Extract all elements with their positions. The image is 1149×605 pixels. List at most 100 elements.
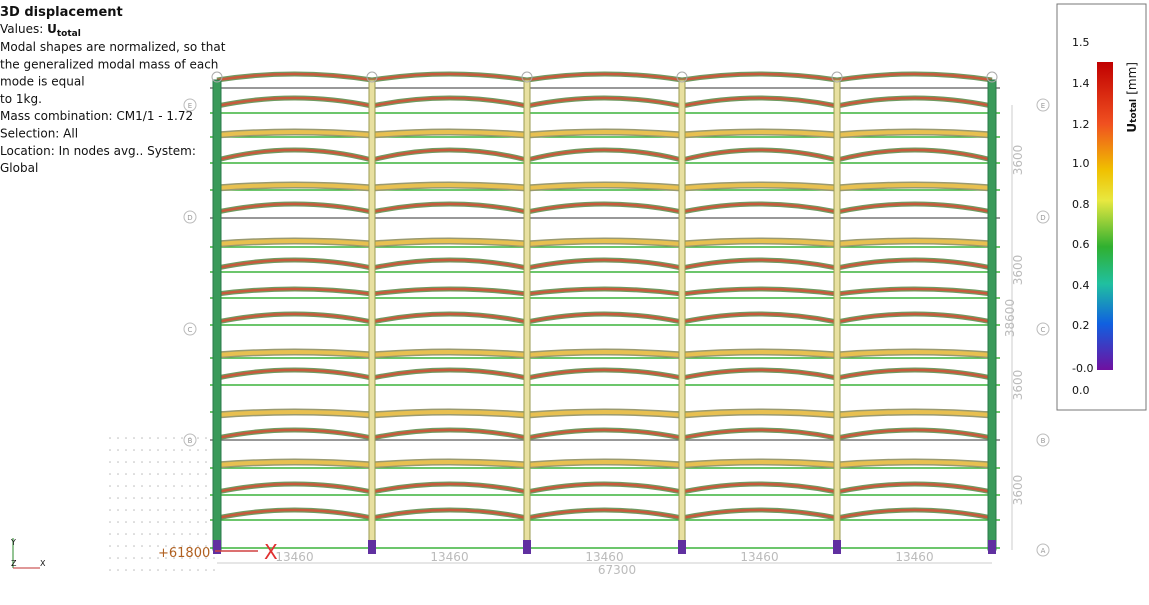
arch (371, 287, 528, 296)
grid-dot (149, 509, 151, 511)
grid-label: B (1041, 437, 1046, 445)
grid-dot (109, 569, 111, 571)
arch (681, 96, 838, 108)
arch (371, 428, 528, 440)
arch (526, 312, 683, 324)
grid-dot (109, 461, 111, 463)
grid-dot (157, 545, 159, 547)
dim-label: 13460 (275, 550, 313, 564)
grid-dot (165, 449, 167, 451)
dim-label: 67300 (598, 563, 636, 577)
grid-dot (205, 485, 207, 487)
legend-label: 0.6 (1072, 238, 1090, 251)
grid-bubble (211, 71, 223, 83)
grid-dot (133, 473, 135, 475)
grid-dot (181, 557, 183, 559)
column-base (523, 540, 531, 554)
grid-dot (173, 473, 175, 475)
column-base (678, 540, 686, 554)
arch (526, 482, 683, 494)
grid-dot (181, 533, 183, 535)
grid-dot (165, 569, 167, 571)
grid-dot (189, 485, 191, 487)
grid-dot (157, 473, 159, 475)
grid-dot (141, 437, 143, 439)
grid-dot (125, 509, 127, 511)
grid-dot (157, 509, 159, 511)
grid-dot (197, 449, 199, 451)
grid-bubble (521, 71, 533, 83)
axis-label: Y (10, 538, 16, 547)
axis-label: Z (11, 559, 17, 568)
grid-dot (157, 521, 159, 523)
arch (836, 368, 993, 380)
arch (681, 350, 838, 357)
grid-label: D (187, 214, 192, 222)
legend-label: 0.4 (1072, 279, 1090, 292)
arch (216, 482, 373, 494)
grid-dot (109, 473, 111, 475)
grid-dot (109, 509, 111, 511)
grid-dot (109, 437, 111, 439)
grid-label: C (1041, 326, 1046, 334)
dim-label: 3600 (1011, 145, 1025, 176)
column (678, 79, 686, 551)
grid-dot (173, 497, 175, 499)
grid-dot (133, 521, 135, 523)
grid-label: E (188, 102, 192, 110)
grid-dot (125, 461, 127, 463)
arch (526, 508, 683, 520)
origin-label: +61800 (158, 546, 210, 561)
arch (371, 460, 528, 467)
grid-dot (165, 509, 167, 511)
legend-label: 1.2 (1072, 118, 1090, 131)
grid-dot (149, 485, 151, 487)
grid-dot (141, 509, 143, 511)
legend-label: 0.0 (1072, 384, 1090, 397)
legend-label: 0.2 (1072, 319, 1090, 332)
arch (216, 350, 373, 357)
grid-dot (133, 509, 135, 511)
dim-label: 13460 (740, 550, 778, 564)
grid-dot (125, 545, 127, 547)
arch (216, 72, 373, 82)
grid-dot (189, 437, 191, 439)
arch (836, 72, 993, 82)
legend-sub: total (1129, 99, 1139, 123)
grid-dot (181, 449, 183, 451)
arch (836, 508, 993, 520)
arch (216, 148, 373, 162)
arch (836, 312, 993, 324)
grid-dot (205, 521, 207, 523)
column-base (368, 540, 376, 554)
arch (836, 202, 993, 214)
grid-dot (149, 461, 151, 463)
axis-label: X (40, 559, 46, 568)
arch (371, 368, 528, 380)
column (212, 79, 222, 551)
grid-dot (133, 497, 135, 499)
grid-dot (165, 533, 167, 535)
grid-dot (165, 557, 167, 559)
grid-dot (157, 437, 159, 439)
grid-label: B (188, 437, 193, 445)
arch (681, 148, 838, 162)
grid-dot (189, 497, 191, 499)
origin-marker: X (264, 540, 278, 564)
grid-dot (197, 521, 199, 523)
arch (526, 202, 683, 214)
grid-dot (189, 521, 191, 523)
arch (216, 312, 373, 324)
grid-dot (181, 437, 183, 439)
info-line: Mass combination: CM1/1 - 1.72 (0, 109, 193, 123)
dim-label: 13460 (430, 550, 468, 564)
grid-dot (141, 473, 143, 475)
grid-dot (181, 485, 183, 487)
grid-dot (205, 497, 207, 499)
arch (836, 96, 993, 108)
grid-dot (197, 545, 199, 547)
arch (681, 72, 838, 82)
arch (526, 350, 683, 357)
arch (836, 482, 993, 494)
arch (216, 96, 373, 108)
